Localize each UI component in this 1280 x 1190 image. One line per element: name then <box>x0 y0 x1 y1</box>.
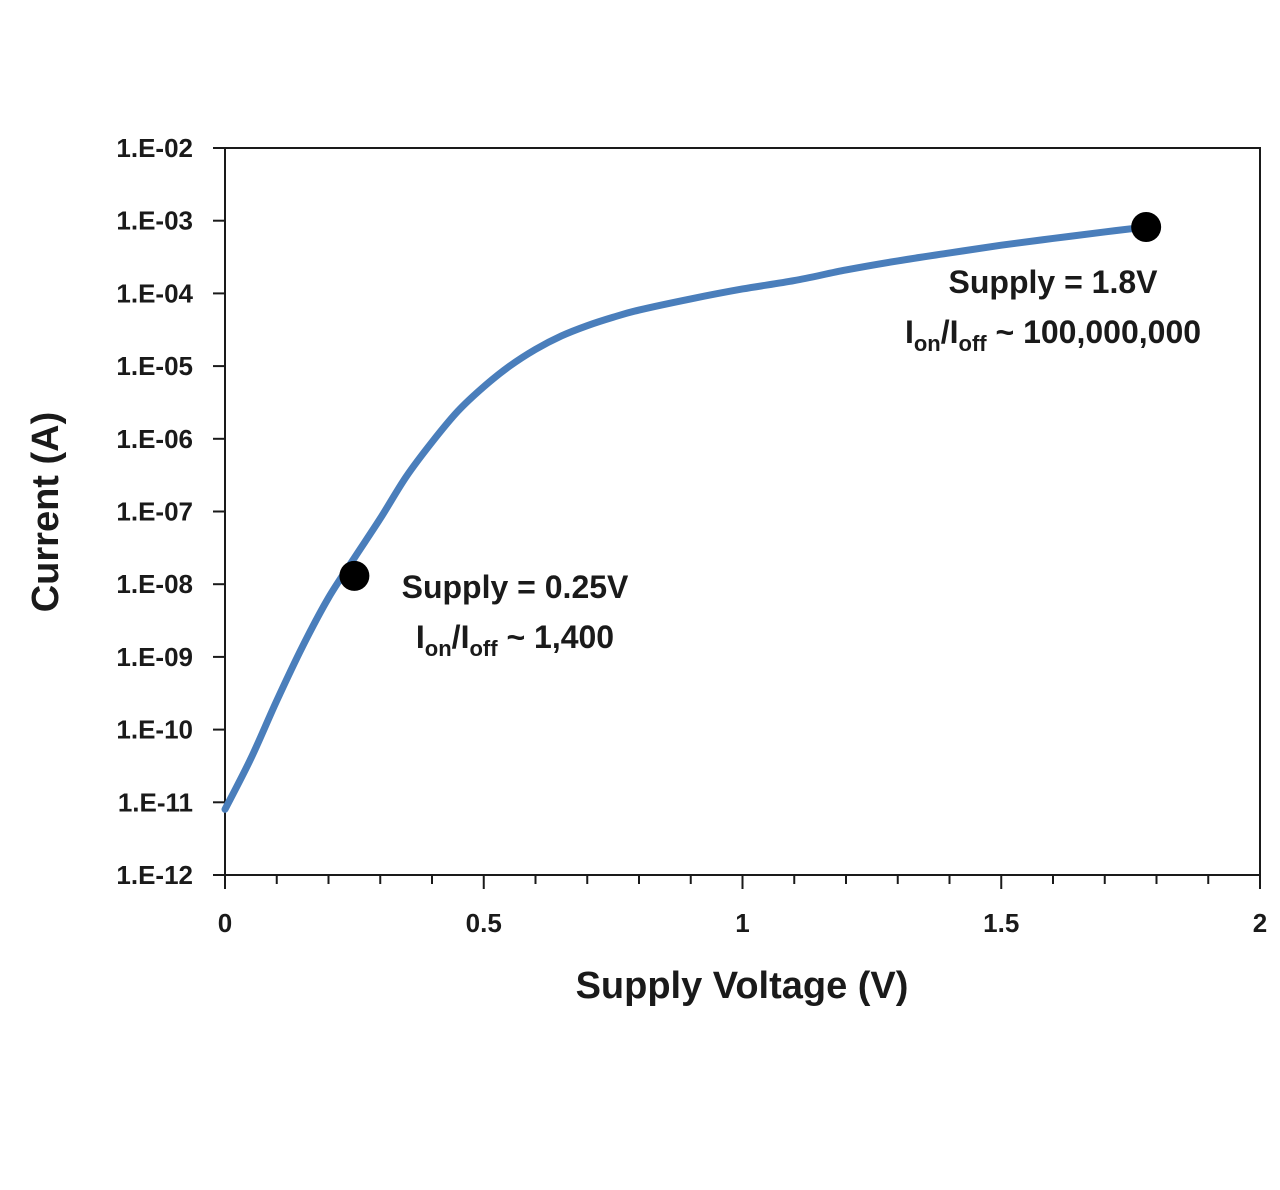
y-tick-label: 1.E-12 <box>116 860 193 890</box>
y-tick-label: 1.E-11 <box>118 787 193 817</box>
x-tick-label: 0.5 <box>466 908 502 938</box>
annotation-low-sep: / <box>452 619 461 655</box>
annotation-low-line1: Supply = 0.25V <box>402 569 629 605</box>
annotation-low-ion: I <box>416 619 425 655</box>
annotation-low-ion-sub: on <box>425 636 452 661</box>
y-axis-ticks: 1.E-12 1.E-11 1.E-10 1.E-09 1.E-08 1.E-07 1.E-… <box>116 133 225 890</box>
annotation-low-ioff: I <box>461 619 470 655</box>
y-tick-label: 1.E-05 <box>116 351 193 381</box>
annotation-high-ioff-sub: off <box>959 331 988 356</box>
annotation-high-line1: Supply = 1.8V <box>949 264 1159 300</box>
y-tick-label: 1.E-06 <box>116 424 193 454</box>
y-tick-label: 1.E-02 <box>116 133 193 163</box>
marker-layer <box>339 211 1162 591</box>
x-tick-label: 2 <box>1253 908 1267 938</box>
series-line <box>221 223 1150 813</box>
data-point-marker <box>339 560 370 591</box>
annotation-high-sep: / <box>941 314 950 350</box>
annotation-low-ratio: ~ 1,400 <box>498 619 615 655</box>
y-tick-label: 1.E-09 <box>116 642 193 672</box>
y-tick-label: 1.E-07 <box>116 497 193 527</box>
annotation-low: Supply = 0.25V Ion/Ioff ~ 1,400 <box>402 569 629 661</box>
plot-area-frame <box>224 147 1261 876</box>
y-tick-label: 1.E-08 <box>116 569 193 599</box>
y-tick-label: 1.E-03 <box>116 206 193 236</box>
annotation-high-line2: Ion/Ioff ~ 100,000,000 <box>905 314 1201 356</box>
y-tick-label: 1.E-04 <box>116 278 193 308</box>
data-point-marker <box>1131 211 1162 242</box>
x-tick-label: 0 <box>218 908 232 938</box>
y-tick-label: 1.E-10 <box>116 715 193 745</box>
annotation-low-ioff-sub: off <box>469 636 498 661</box>
annotation-high-ioff: I <box>950 314 959 350</box>
x-tick-label: 1.5 <box>983 908 1019 938</box>
y-axis-title: Current (A) <box>25 412 67 613</box>
annotation-high: Supply = 1.8V Ion/Ioff ~ 100,000,000 <box>905 264 1201 356</box>
x-axis-title: Supply Voltage (V) <box>576 965 909 1007</box>
annotation-high-ion: I <box>905 314 914 350</box>
series-layer <box>221 223 1150 813</box>
chart-axes <box>224 147 1261 876</box>
annotation-high-ratio: ~ 100,000,000 <box>987 314 1201 350</box>
annotation-high-ion-sub: on <box>914 331 941 356</box>
x-axis-ticks: 0 0.5 1 1.5 2 <box>218 875 1267 938</box>
x-tick-label: 1 <box>735 908 749 938</box>
annotation-low-line2: Ion/Ioff ~ 1,400 <box>416 619 614 661</box>
